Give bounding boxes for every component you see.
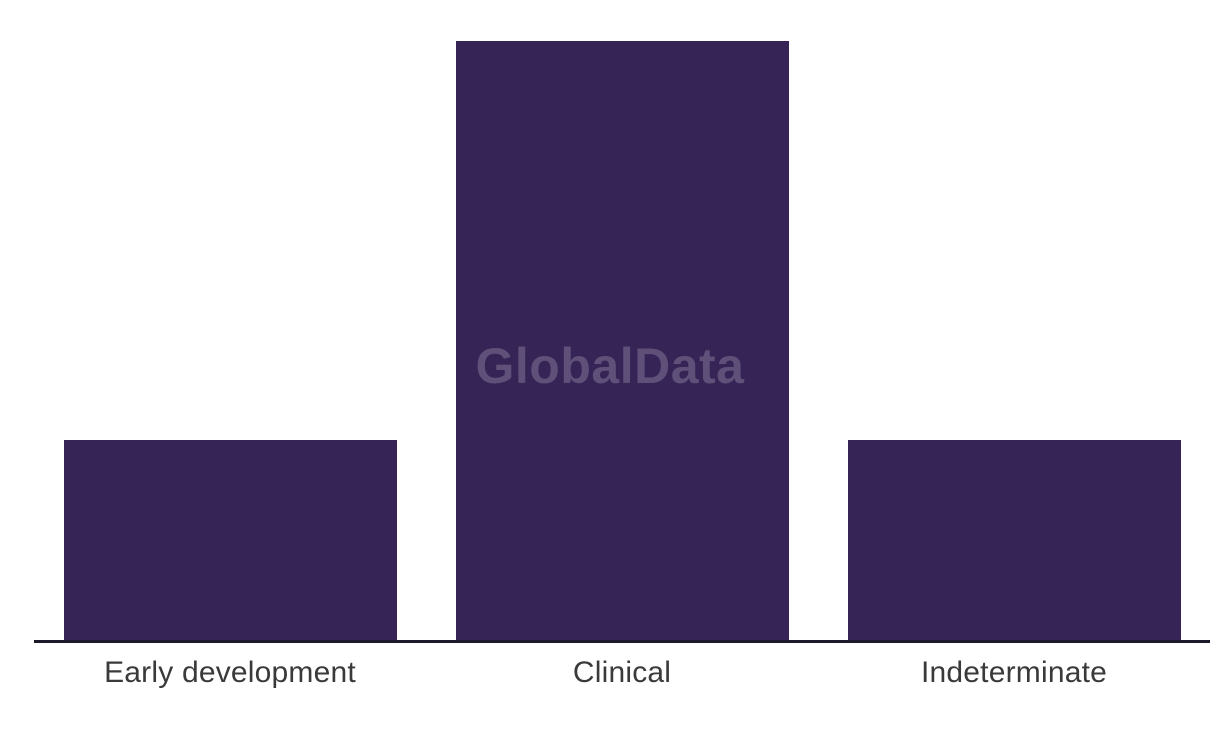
bar-slot-early-development <box>34 41 426 640</box>
x-axis-label-clinical: Clinical <box>572 656 672 689</box>
x-axis-labels: Early development Clinical Indeterminate <box>34 655 1210 691</box>
x-axis-label-early-development: Early development <box>104 656 356 689</box>
bar-slot-indeterminate <box>818 41 1210 640</box>
bar-clinical <box>455 41 789 640</box>
bar-indeterminate <box>847 440 1181 640</box>
x-axis-label-indeterminate: Indeterminate <box>920 656 1108 689</box>
x-axis-line <box>34 640 1210 643</box>
bar-slot-clinical <box>426 41 818 640</box>
bar-early-development <box>63 440 397 640</box>
plot-area <box>34 41 1210 640</box>
